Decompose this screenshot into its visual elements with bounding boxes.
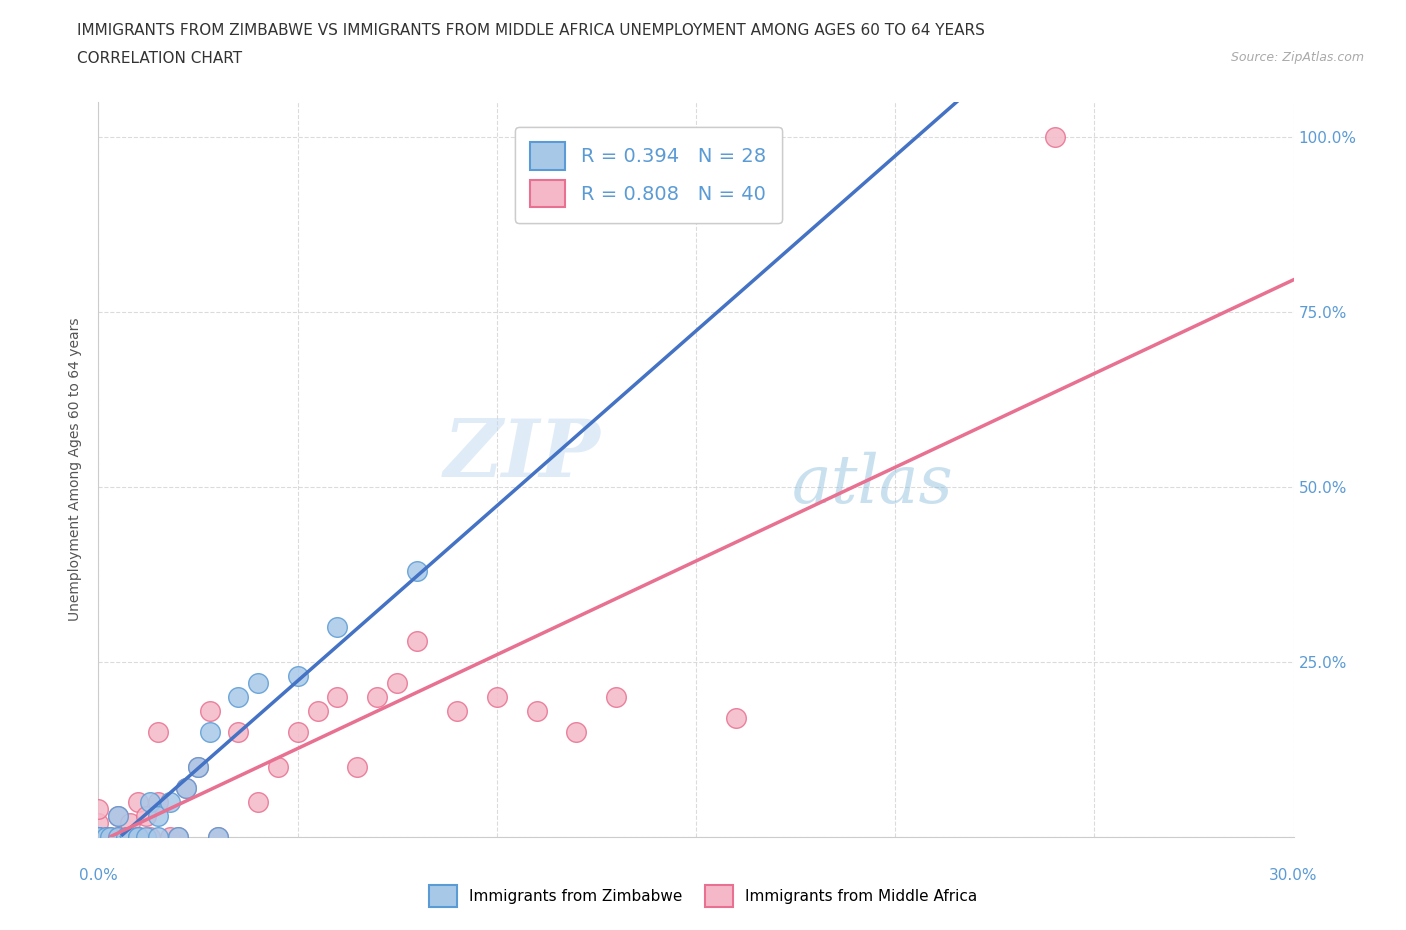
Point	[159, 794, 181, 809]
Point	[605, 690, 627, 705]
Point	[565, 724, 588, 739]
Point	[120, 830, 142, 844]
Point	[127, 830, 149, 844]
Point	[87, 830, 110, 844]
Point	[107, 830, 129, 844]
Point	[127, 830, 149, 844]
Point	[127, 794, 149, 809]
Legend: R = 0.394   N = 28, R = 0.808   N = 40: R = 0.394 N = 28, R = 0.808 N = 40	[515, 126, 782, 222]
Point	[406, 564, 429, 578]
Text: 0.0%: 0.0%	[79, 868, 118, 883]
Point	[107, 830, 129, 844]
Point	[87, 830, 110, 844]
Point	[326, 690, 349, 705]
Point	[148, 830, 170, 844]
Point	[385, 675, 409, 690]
Point	[135, 830, 157, 844]
Text: 30.0%: 30.0%	[1270, 868, 1317, 883]
Point	[198, 704, 221, 719]
Point	[287, 724, 309, 739]
Point	[148, 794, 170, 809]
Text: ZIP: ZIP	[443, 417, 600, 494]
Point	[207, 830, 229, 844]
Point	[98, 830, 122, 844]
Point	[87, 816, 110, 830]
Point	[446, 704, 468, 719]
Point	[174, 780, 197, 795]
Point	[207, 830, 229, 844]
Point	[87, 830, 110, 844]
Point	[167, 830, 190, 844]
Point	[198, 724, 221, 739]
Point	[107, 808, 129, 823]
Point	[87, 830, 110, 844]
Point	[115, 830, 138, 844]
Point	[307, 704, 329, 719]
Point	[167, 830, 190, 844]
Point	[107, 808, 129, 823]
Legend: Immigrants from Zimbabwe, Immigrants from Middle Africa: Immigrants from Zimbabwe, Immigrants fro…	[423, 879, 983, 913]
Text: atlas: atlas	[792, 452, 953, 517]
Point	[226, 724, 249, 739]
Point	[148, 724, 170, 739]
Point	[406, 633, 429, 648]
Y-axis label: Unemployment Among Ages 60 to 64 years: Unemployment Among Ages 60 to 64 years	[69, 318, 83, 621]
Point	[246, 794, 269, 809]
Point	[87, 830, 110, 844]
Point	[127, 830, 149, 844]
Point	[120, 816, 142, 830]
Point	[187, 760, 209, 775]
Point	[98, 830, 122, 844]
Point	[287, 669, 309, 684]
Text: Source: ZipAtlas.com: Source: ZipAtlas.com	[1230, 51, 1364, 64]
Point	[115, 830, 138, 844]
Point	[187, 760, 209, 775]
Point	[724, 711, 747, 725]
Point	[246, 675, 269, 690]
Point	[267, 760, 290, 775]
Point	[346, 760, 368, 775]
Point	[87, 830, 110, 844]
Point	[135, 808, 157, 823]
Point	[174, 780, 197, 795]
Point	[87, 830, 110, 844]
Point	[139, 830, 162, 844]
Point	[526, 704, 548, 719]
Point	[159, 830, 181, 844]
Text: IMMIGRANTS FROM ZIMBABWE VS IMMIGRANTS FROM MIDDLE AFRICA UNEMPLOYMENT AMONG AGE: IMMIGRANTS FROM ZIMBABWE VS IMMIGRANTS F…	[77, 23, 986, 38]
Point	[96, 830, 118, 844]
Point	[148, 808, 170, 823]
Point	[87, 802, 110, 817]
Point	[96, 830, 118, 844]
Point	[226, 690, 249, 705]
Point	[485, 690, 508, 705]
Text: CORRELATION CHART: CORRELATION CHART	[77, 51, 242, 66]
Point	[326, 619, 349, 634]
Point	[139, 794, 162, 809]
Point	[87, 830, 110, 844]
Point	[366, 690, 388, 705]
Point	[1043, 130, 1066, 145]
